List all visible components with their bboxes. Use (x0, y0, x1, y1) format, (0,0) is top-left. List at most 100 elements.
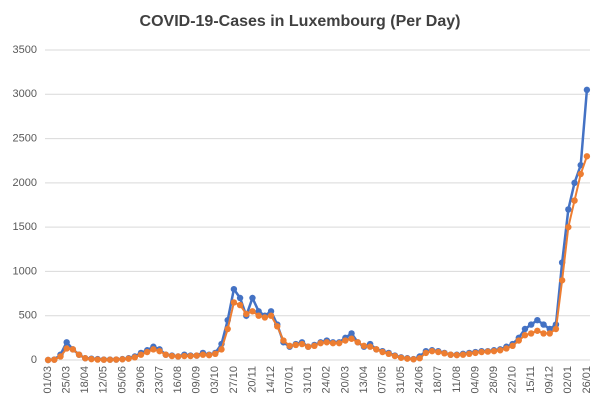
point (236, 301, 244, 309)
point (274, 323, 281, 330)
y-tick-label: 0 (31, 354, 37, 366)
point (236, 294, 244, 302)
point (521, 325, 529, 333)
point (490, 347, 498, 355)
point (286, 342, 293, 350)
x-tick-label: 07/05 (376, 366, 388, 394)
point (212, 350, 219, 357)
point (317, 339, 324, 347)
point (515, 337, 522, 344)
x-tick-label: 07/01 (284, 366, 296, 394)
point (509, 342, 516, 350)
point (113, 356, 120, 363)
x-tick-label: 20/03 (339, 366, 351, 394)
point (298, 340, 306, 348)
point (150, 346, 157, 353)
point (243, 310, 250, 318)
point (459, 351, 467, 358)
point (51, 356, 58, 363)
x-tick-label: 31/05 (395, 366, 407, 394)
point (571, 197, 578, 204)
point (255, 308, 262, 315)
point (466, 350, 473, 357)
point (100, 356, 108, 363)
point (534, 327, 541, 334)
point (305, 343, 312, 350)
point (218, 346, 225, 353)
point (565, 206, 572, 213)
x-tick-label: 29/06 (135, 366, 147, 394)
x-tick-label: 22/10 (506, 366, 518, 394)
point (354, 339, 361, 346)
point (75, 351, 83, 358)
point (63, 339, 70, 346)
point (156, 347, 163, 355)
point (496, 347, 504, 354)
point (583, 86, 591, 94)
point (224, 325, 231, 333)
x-tick-label: 18/07 (432, 366, 444, 394)
point (422, 349, 430, 357)
y-tick-label: 2000 (13, 177, 37, 189)
x-tick-label: 04/09 (469, 366, 481, 394)
point (131, 354, 139, 361)
point (230, 299, 238, 306)
point (428, 347, 436, 355)
point (404, 355, 411, 362)
point (267, 312, 275, 319)
point (69, 346, 77, 353)
point (527, 330, 535, 337)
point (373, 346, 380, 353)
x-tick-label: 25/03 (61, 366, 73, 394)
point (503, 345, 510, 352)
point (366, 343, 374, 350)
point (174, 353, 182, 360)
point (583, 153, 591, 160)
x-tick-label: 16/08 (172, 366, 184, 394)
x-tick-label: 02/01 (562, 366, 574, 394)
y-tick-label: 3500 (13, 44, 37, 56)
x-tick-label: 23/07 (153, 366, 165, 394)
y-tick-label: 1000 (13, 265, 37, 277)
x-tick-label: 11/08 (451, 366, 463, 393)
point (193, 352, 200, 359)
point (360, 342, 368, 350)
series-line (48, 155, 588, 361)
point (552, 325, 560, 333)
x-tick-label: 24/02 (321, 366, 333, 394)
x-tick-label: 12/05 (98, 366, 110, 394)
x-tick-label: 24/06 (414, 366, 426, 394)
x-tick-label: 27/10 (228, 366, 240, 394)
point (577, 170, 584, 178)
point (379, 348, 386, 356)
point (106, 356, 114, 363)
point (162, 351, 169, 358)
point (441, 350, 448, 357)
point (119, 356, 126, 363)
point (199, 351, 207, 358)
point (447, 351, 454, 358)
point (472, 349, 479, 357)
point (478, 348, 485, 356)
point (181, 352, 188, 360)
point (143, 348, 151, 356)
point (82, 355, 89, 362)
series-line (48, 89, 589, 362)
y-tick-label: 500 (19, 310, 37, 322)
y-tick-label: 1500 (13, 221, 37, 233)
point (329, 339, 337, 347)
point (44, 356, 52, 364)
point (63, 345, 70, 352)
point (88, 355, 95, 363)
point (255, 312, 262, 319)
point (416, 355, 423, 362)
point (540, 321, 547, 328)
x-tick-label: 18/04 (79, 366, 91, 394)
point (565, 223, 572, 231)
x-tick-label: 09/09 (191, 366, 203, 394)
point (249, 308, 256, 315)
point (230, 285, 238, 293)
x-tick-label: 01/03 (42, 366, 54, 394)
point (280, 337, 287, 344)
x-tick-label: 15/11 (525, 366, 537, 393)
